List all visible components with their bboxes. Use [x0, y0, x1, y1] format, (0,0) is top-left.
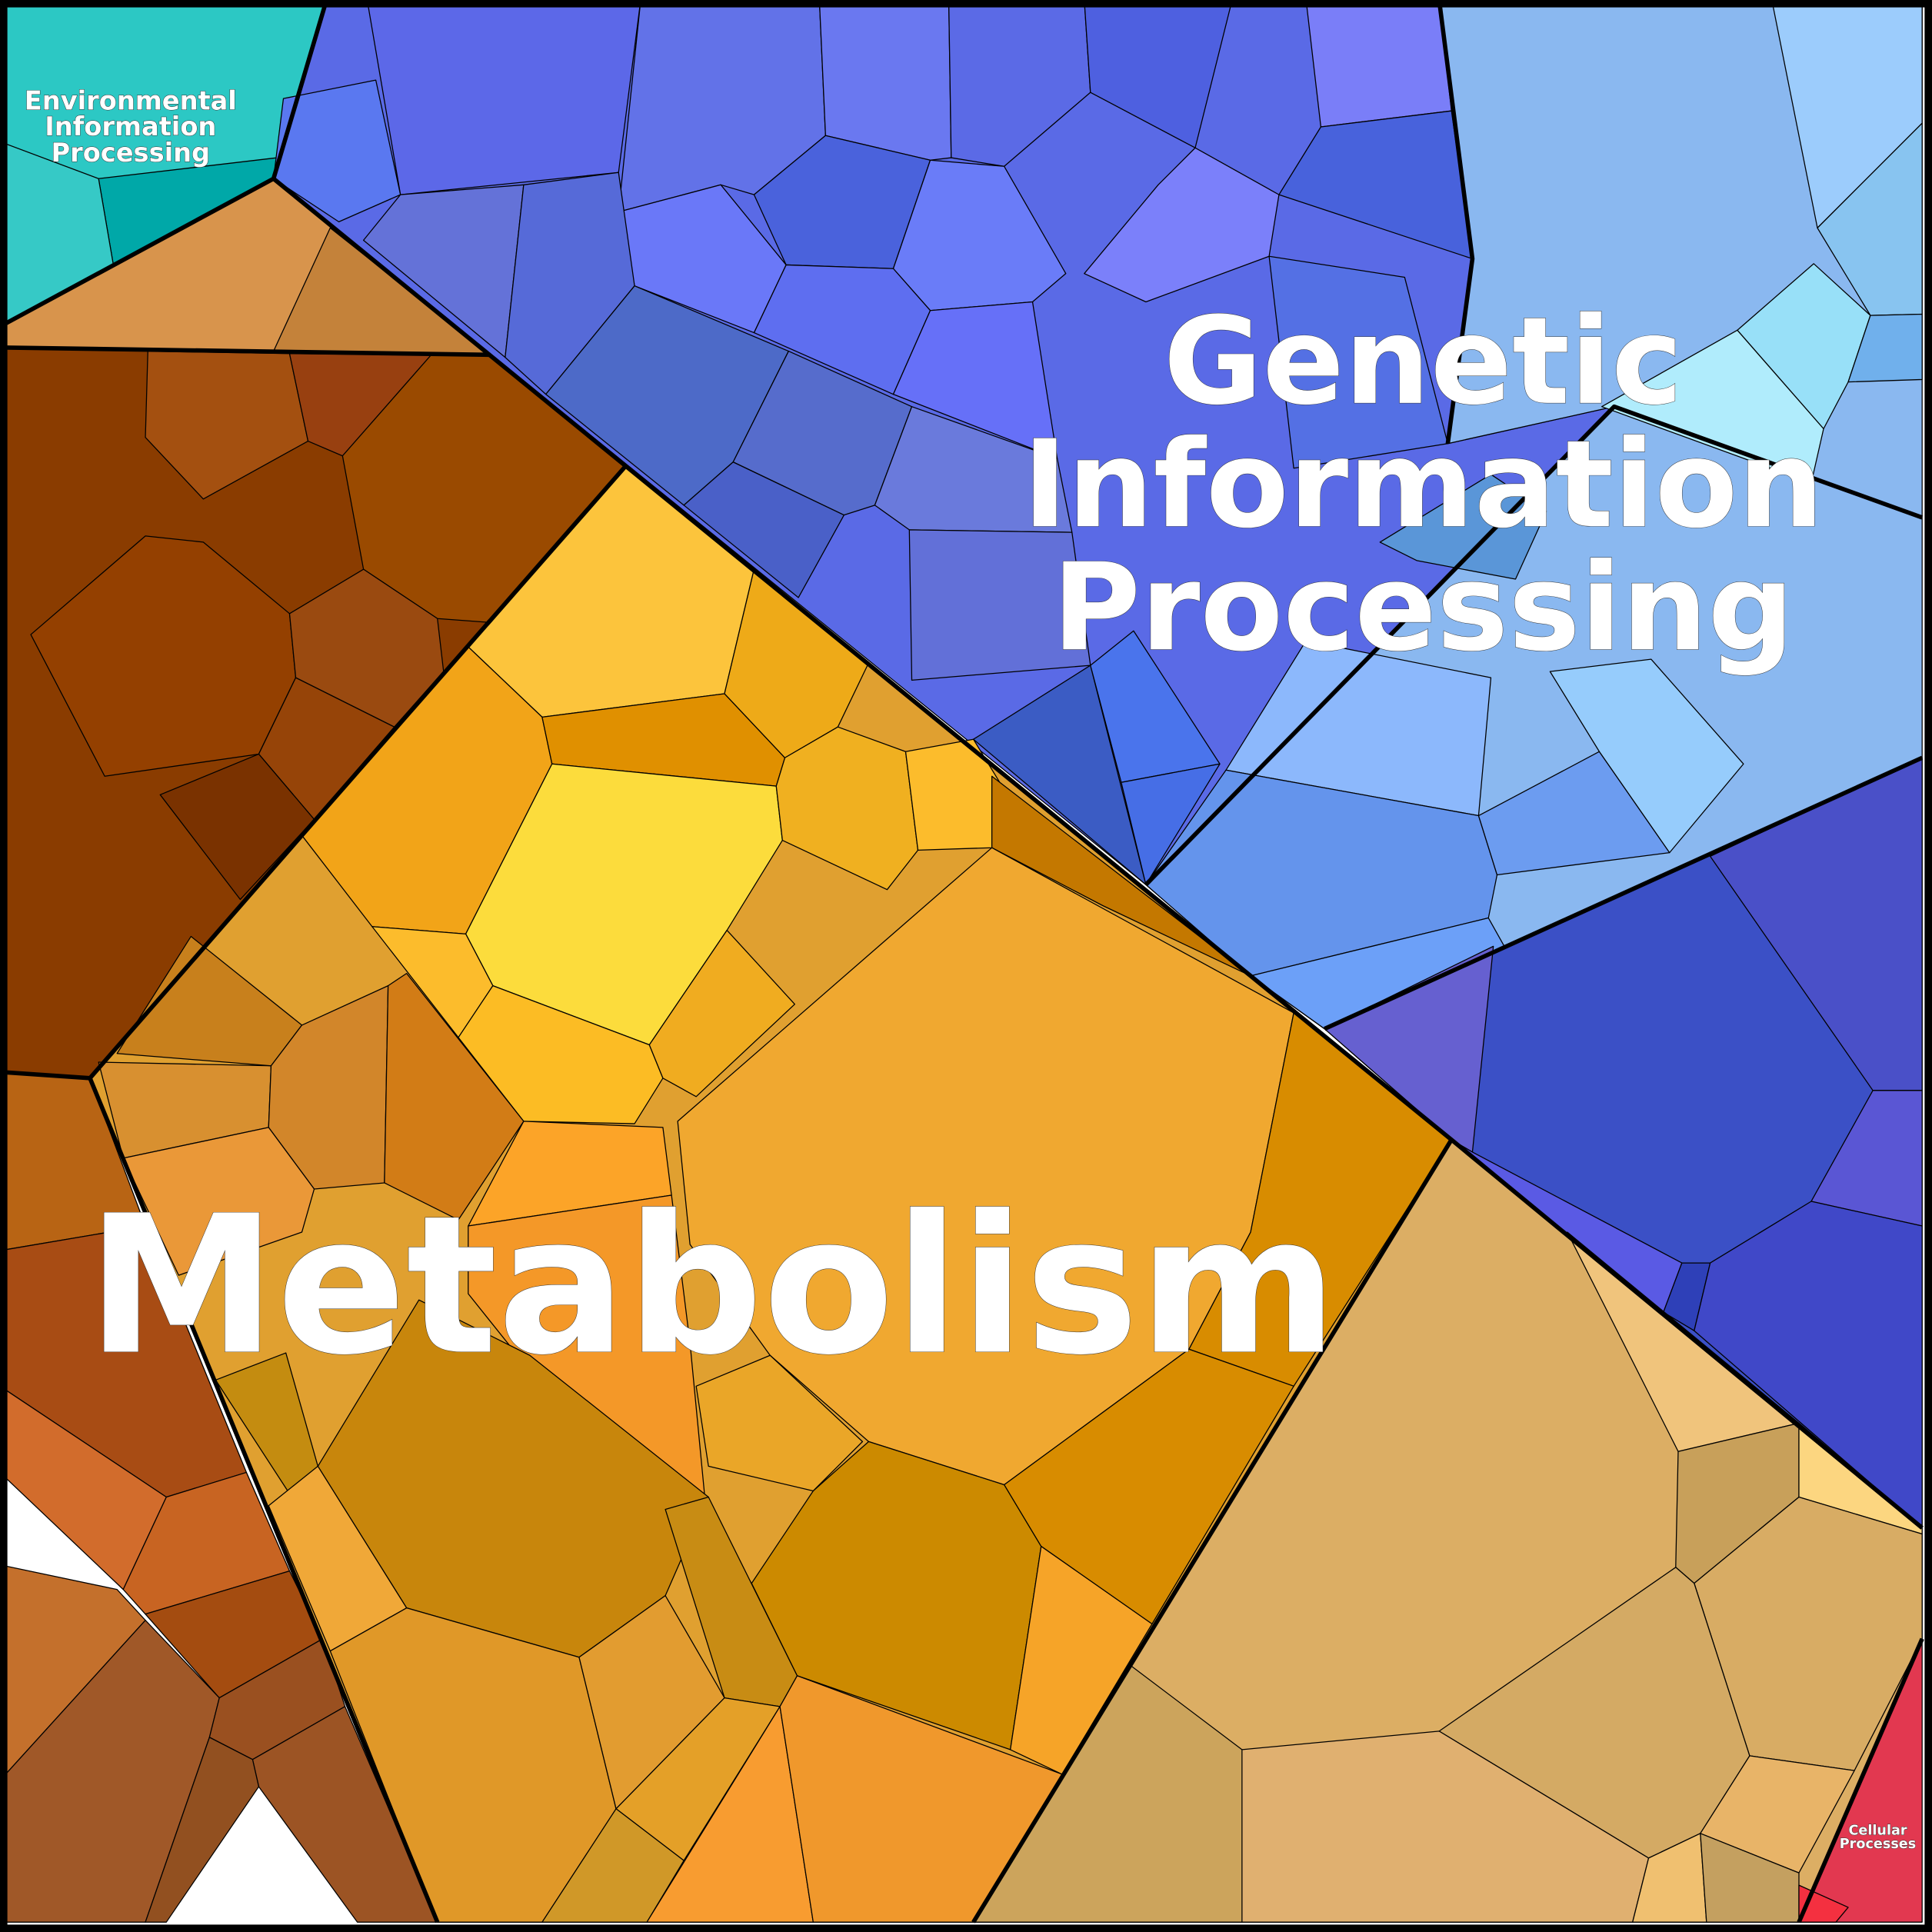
cell — [753, 264, 931, 395]
group-label: Processing — [1052, 538, 1794, 678]
cell — [1549, 658, 1744, 854]
group-label: Processing — [51, 138, 210, 168]
cell — [683, 461, 845, 598]
border — [0, 464, 628, 1081]
cell — [1601, 329, 1824, 484]
group-label: Genetic — [1164, 291, 1684, 432]
cell — [145, 1737, 260, 1923]
labels: Environmental Information Processing Gen… — [24, 85, 1916, 1852]
border — [1324, 755, 1924, 1031]
cell — [366, 0, 641, 195]
cell — [384, 972, 525, 1221]
border — [1797, 1637, 1924, 1924]
cell — [991, 775, 1251, 977]
group-label: Information — [45, 112, 216, 142]
border — [0, 345, 491, 358]
cell — [818, 0, 952, 161]
group-label: Environmental — [25, 86, 237, 116]
border — [971, 1138, 1454, 1924]
cell — [1700, 1833, 1800, 1923]
cell — [892, 301, 1058, 459]
cell — [1305, 0, 1452, 128]
cell — [648, 929, 795, 1098]
cell — [695, 1354, 864, 1492]
cell — [948, 0, 1091, 167]
border — [88, 1077, 440, 1924]
border — [271, 177, 1924, 1530]
border — [1437, 0, 1475, 445]
cell — [1379, 474, 1547, 580]
cell — [122, 1127, 315, 1276]
cell — [724, 568, 870, 758]
cell — [541, 1808, 685, 1923]
cell — [1694, 1201, 1923, 1529]
cell — [1004, 1348, 1294, 1625]
group-label: Processes — [1840, 1837, 1916, 1852]
cell — [972, 665, 1147, 885]
border — [1144, 404, 1924, 887]
cell — [273, 79, 401, 223]
group-label: Metabolism — [87, 1174, 1338, 1397]
group-label: Information — [1022, 415, 1824, 555]
cell — [1847, 313, 1923, 383]
cell — [1121, 763, 1221, 885]
group-label: Cellular — [1848, 1823, 1907, 1838]
